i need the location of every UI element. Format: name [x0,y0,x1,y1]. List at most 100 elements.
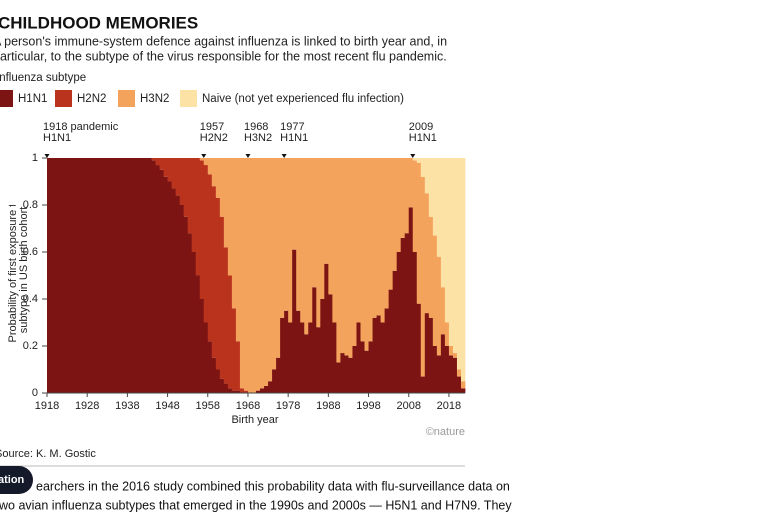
area-segment [207,341,213,393]
area-segment [235,341,241,391]
area-segment [59,158,64,393]
area-segment [348,158,353,358]
area-segment [227,388,233,393]
body-text: earchers in the 2016 study combined this… [36,479,510,493]
area-segment [260,158,265,389]
area-segment [408,158,414,208]
area-segment [408,207,414,393]
area-segment [83,158,88,393]
area-segment [284,310,289,393]
area-segment [436,256,442,356]
area-segment [400,237,406,393]
area-segment [356,158,361,323]
area-segment [203,322,209,393]
area-segment [276,158,281,358]
area-segment [211,357,217,393]
area-segment [300,322,305,393]
area-segment [416,303,422,393]
area-segment [264,385,269,393]
area-segment [444,322,450,346]
area-segment [127,158,132,393]
area-segment [215,369,221,393]
x-tick-label: 1948 [155,400,179,412]
area-segment [211,158,217,187]
area-segment [452,158,458,354]
area-segment [384,308,390,393]
area-segment [167,181,172,393]
area-segment [223,247,229,384]
area-segment [448,158,454,346]
area-segment [231,308,237,391]
area-segment [219,158,225,217]
source: Source: K. M. Gostic [0,448,96,460]
button-label[interactable]: ation [0,474,25,486]
area-segment [131,158,136,393]
area-segment [416,162,422,304]
legend-swatch [0,90,13,107]
area-segment [360,158,365,342]
area-segment [239,388,245,393]
area-segment [183,216,189,393]
area-segment [372,158,377,318]
area-segment [223,158,229,248]
credit: ©nature [426,426,465,438]
area-segment [147,158,152,393]
area-segment [456,376,462,393]
area-segment [308,322,313,393]
area-segment [432,346,438,393]
x-tick-label: 1968 [236,400,260,412]
area-segment [95,158,100,393]
area-segment [448,355,454,393]
area-segment [175,158,181,196]
area-segment [231,390,237,393]
x-tick-label: 1938 [115,400,139,412]
area-segment [163,158,168,177]
area-segment [328,294,333,393]
area-segment [436,158,442,257]
legend-swatch [180,90,197,107]
area-segment [199,299,205,393]
area-segment [199,160,205,299]
area-segment [316,327,321,393]
x-tick-label: 1988 [316,400,340,412]
area-segment [380,158,386,323]
area-segment [99,158,104,393]
button[interactable] [0,466,33,494]
area-segment [340,353,345,393]
area-segment [203,158,209,166]
area-segment [440,158,446,288]
area-segment [296,158,301,311]
area-segment [292,158,297,250]
area-segment [292,249,297,393]
area-segment [316,158,321,328]
area-segment [392,270,398,393]
area-segment [368,158,373,342]
y-tick-label: 0.6 [23,246,38,258]
y-tick-label: 0 [32,387,38,399]
area-segment [179,158,185,205]
annotation-text: H1N1 [280,132,308,144]
area-segment [155,165,160,393]
area-segment [428,158,434,217]
area-segment [243,390,249,393]
area-segment [247,158,253,393]
annotation-marker [281,154,287,158]
area-segment [79,158,84,393]
area-segment [388,289,394,393]
x-tick-label: 1978 [276,400,300,412]
area-segment [235,390,241,393]
area-segment [460,388,466,393]
area-segment [452,353,458,358]
area-segment [207,158,213,175]
area-segment [143,158,148,393]
area-segment [103,158,108,393]
area-segment [376,158,381,316]
area-segment [312,158,317,288]
area-segment [412,158,418,161]
area-segment [436,355,442,393]
y-axis: 0 0.2 0.4 0.6 0.8 1 [23,152,47,399]
area-segment [256,390,261,393]
legend-swatch [55,90,72,107]
area-segment [420,176,426,377]
